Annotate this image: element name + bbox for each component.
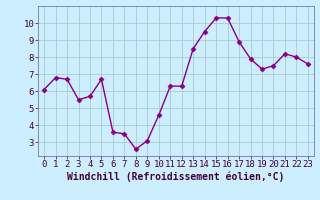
X-axis label: Windchill (Refroidissement éolien,°C): Windchill (Refroidissement éolien,°C) — [67, 172, 285, 182]
